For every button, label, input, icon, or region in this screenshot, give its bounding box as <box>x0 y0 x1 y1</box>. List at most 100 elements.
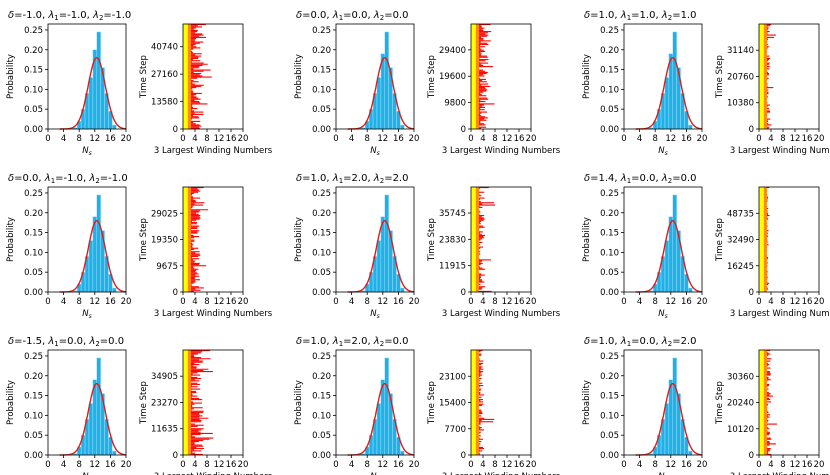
y-tick-label: 0.20 <box>600 209 619 219</box>
y-tick-label: 9675 <box>156 262 178 272</box>
histogram-bar <box>112 124 117 130</box>
x-tick-label: 8 <box>364 460 369 470</box>
x-tick-label: 12 <box>89 134 100 144</box>
winding-band-2 <box>475 24 479 129</box>
y-tick-label: 10120 <box>727 425 754 435</box>
y-tick-label: 0.10 <box>24 248 43 258</box>
y-tick-label: 0.15 <box>312 229 331 239</box>
x-tick-label: 20 <box>121 297 132 307</box>
y-axis-label: Probability <box>6 380 16 425</box>
histogram-bar <box>664 403 670 456</box>
y-tick-label: 0.20 <box>24 209 43 219</box>
y-tick-label: 0.25 <box>24 352 43 362</box>
x-tick-label: 20 <box>526 134 537 144</box>
subplot-pair: δ=0.0, λ1=-1.0, λ2=-1.0 0.00 0.05 0.10 0.15 0… <box>6 173 273 320</box>
x-tick-label: 0 <box>45 460 50 470</box>
histogram-bar <box>400 450 405 456</box>
histogram-bar <box>112 450 117 456</box>
y-tick-label: 0.25 <box>312 352 331 362</box>
x-tick-label: 12 <box>89 297 100 307</box>
panel-title: δ=1.4, λ1=0.0, λ2=0.0 <box>584 173 696 185</box>
winding-band-1 <box>183 187 188 292</box>
x-tick-label: 4 <box>61 297 66 307</box>
x-tick-label: 0 <box>468 297 473 307</box>
y-axis-label: Time Step <box>139 218 149 262</box>
x-axis-label: 3 Largest Winding Numbers <box>154 472 273 475</box>
x-tick-label: 4 <box>768 134 773 144</box>
y-axis-label: Probability <box>6 54 16 99</box>
x-tick-label: 8 <box>204 460 209 470</box>
x-tick-label: 4 <box>768 460 773 470</box>
x-tick-label: 8 <box>76 134 81 144</box>
y-tick-label: 11915 <box>439 262 466 272</box>
fit-curve <box>635 220 703 293</box>
x-tick-label: 4 <box>61 134 66 144</box>
x-tick-label: 12 <box>502 297 513 307</box>
x-tick-label: 16 <box>105 460 116 470</box>
histogram-bar <box>376 403 382 456</box>
fit-curve <box>635 57 703 130</box>
y-tick-label: 0 <box>749 288 754 298</box>
fit-curve <box>59 220 127 293</box>
x-tick-label: 0 <box>756 460 761 470</box>
y-tick-label: 0.00 <box>312 125 331 135</box>
histogram-frame <box>623 23 703 130</box>
histogram-bar <box>88 240 94 293</box>
x-tick-label: 8 <box>492 460 497 470</box>
histogram-bar <box>384 357 389 456</box>
x-axis-label: 3 Largest Winding Numbers <box>442 309 561 319</box>
panel-title: δ=-1.0, λ1=-1.0, λ2=-1.0 <box>8 10 131 22</box>
y-tick-label: 0.10 <box>600 85 619 95</box>
histogram-bar <box>96 357 101 456</box>
y-tick-label: 16245 <box>727 262 754 272</box>
subplot-pair: δ=1.0, λ1=2.0, λ2=0.0 0.00 0.05 0.10 0.15 0.2… <box>294 336 561 475</box>
x-tick-label: 12 <box>214 297 225 307</box>
x-tick-label: 12 <box>89 460 100 470</box>
y-tick-label: 0 <box>173 125 178 135</box>
winding-band-2 <box>763 187 767 292</box>
histogram-frame <box>335 349 415 456</box>
y-tick-label: 32490 <box>727 236 754 246</box>
x-tick-label: 4 <box>637 134 642 144</box>
y-tick-label: 0 <box>749 451 754 461</box>
x-tick-label: 8 <box>76 460 81 470</box>
winding-band-2 <box>187 350 191 455</box>
y-tick-label: 19350 <box>151 236 178 246</box>
y-tick-label: 35745 <box>439 209 466 219</box>
y-axis-label: Time Step <box>715 381 725 425</box>
x-tick-label: 20 <box>697 297 708 307</box>
y-axis-label: Time Step <box>427 55 437 99</box>
x-tick-label: 4 <box>61 460 66 470</box>
x-tick-label: 20 <box>814 460 825 470</box>
x-tick-label: 12 <box>377 297 388 307</box>
x-tick-label: 20 <box>238 460 249 470</box>
winding-band-2 <box>763 24 767 129</box>
y-tick-label: 7700 <box>444 425 466 435</box>
x-tick-label: 0 <box>333 460 338 470</box>
x-axis-label: Ns <box>82 146 92 157</box>
y-axis-label: Time Step <box>427 218 437 262</box>
y-tick-label: 0.10 <box>24 85 43 95</box>
x-axis-label: Ns <box>370 472 380 475</box>
histogram-bar <box>688 450 693 456</box>
winding-band-1 <box>471 187 476 292</box>
x-tick-label: 16 <box>105 134 116 144</box>
x-tick-label: 16 <box>681 460 692 470</box>
histogram-bar <box>376 77 382 130</box>
x-axis-label: Ns <box>658 146 668 157</box>
x-tick-label: 8 <box>204 297 209 307</box>
histogram-bar <box>384 194 389 293</box>
histogram-bar <box>112 287 117 293</box>
x-tick-label: 0 <box>45 134 50 144</box>
winding-band-1 <box>471 350 476 455</box>
y-axis-label: Probability <box>582 217 592 262</box>
y-tick-label: 0.20 <box>24 46 43 56</box>
fit-curve <box>59 57 127 130</box>
y-tick-label: 0.10 <box>312 85 331 95</box>
x-tick-label: 0 <box>45 297 50 307</box>
y-tick-label: 0.00 <box>24 288 43 298</box>
winding-band-2 <box>187 187 191 292</box>
y-tick-label: 19600 <box>439 72 466 82</box>
histogram-bar <box>384 31 389 130</box>
y-tick-label: 0.20 <box>24 372 43 382</box>
